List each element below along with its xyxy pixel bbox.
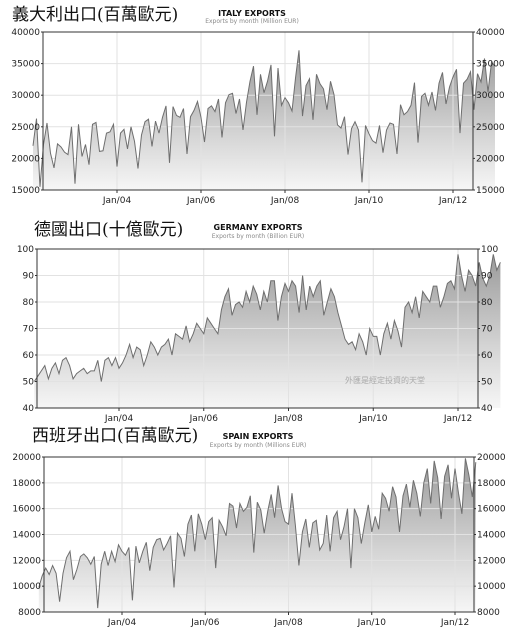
germany-y-tick-right: 40 bbox=[481, 404, 493, 414]
italy-y-tick-right: 35000 bbox=[476, 60, 505, 70]
italy-y-tick-right: 20000 bbox=[476, 154, 505, 164]
germany-y-tick-left: 80 bbox=[23, 298, 35, 308]
germany-y-tick-right: 60 bbox=[481, 351, 493, 361]
spain-y-tick-right: 14000 bbox=[477, 531, 506, 541]
germany-y-tick-left: 50 bbox=[23, 378, 35, 388]
germany-y-tick-left: 70 bbox=[23, 325, 35, 335]
italy-x-tick-label: Jan/10 bbox=[354, 196, 384, 206]
spain-y-tick-right: 18000 bbox=[477, 479, 506, 489]
spain-y-tick-right: 12000 bbox=[477, 556, 506, 566]
spain-y-tick-right: 20000 bbox=[477, 453, 506, 463]
germany-x-tick-label: Jan/10 bbox=[358, 414, 388, 424]
germany-chart-subtitle: Exports by month (Billion EUR) bbox=[212, 233, 305, 240]
italy-x-tick-label: Jan/12 bbox=[438, 196, 467, 206]
germany-y-tick-right: 80 bbox=[481, 298, 493, 308]
germany-x-tick-label: Jan/08 bbox=[273, 414, 303, 424]
italy-series-area bbox=[33, 50, 495, 190]
germany-y-tick-right: 50 bbox=[481, 378, 493, 388]
spain-x-tick-label: Jan/04 bbox=[107, 618, 137, 628]
germany-x-tick-label: Jan/04 bbox=[104, 414, 134, 424]
germany-y-tick-left: 40 bbox=[23, 404, 35, 414]
spain-y-tick-right: 10000 bbox=[477, 582, 506, 592]
spain-y-tick-left: 16000 bbox=[12, 505, 41, 515]
italy-y-tick-right: 30000 bbox=[476, 91, 505, 101]
germany-x-tick-label: Jan/12 bbox=[443, 414, 472, 424]
spain-series-area bbox=[38, 458, 476, 612]
spain-y-tick-right: 8000 bbox=[477, 608, 500, 618]
germany-y-tick-left: 90 bbox=[23, 272, 35, 282]
germany-chinese-title: 德國出口(十億歐元) bbox=[34, 220, 183, 240]
spain-y-tick-right: 16000 bbox=[477, 505, 506, 515]
spain-y-tick-left: 10000 bbox=[12, 582, 41, 592]
germany-y-tick-right: 100 bbox=[481, 245, 498, 255]
italy-plot-area: 15000 15000 20000 20000 25000 25000 30000 30000… bbox=[11, 28, 505, 206]
germany-y-tick-right: 70 bbox=[481, 325, 493, 335]
watermark-text: 外匯是經定投資的天堂 bbox=[345, 375, 425, 385]
italy-y-tick-left: 35000 bbox=[11, 60, 40, 70]
spain-chart-title: SPAIN EXPORTS bbox=[223, 432, 294, 441]
spain-chinese-title: 西班牙出口(百萬歐元) bbox=[32, 426, 198, 446]
germany-x-tick-label: Jan/06 bbox=[189, 414, 219, 424]
germany-series-area bbox=[34, 254, 501, 408]
italy-y-tick-right: 40000 bbox=[476, 28, 505, 38]
spain-x-tick-label: Jan/10 bbox=[357, 618, 387, 628]
italy-chart-title: ITALY EXPORTS bbox=[218, 9, 286, 18]
spain-x-tick-label: Jan/12 bbox=[440, 618, 469, 628]
italy-y-tick-left: 30000 bbox=[11, 91, 40, 101]
italy-y-tick-left: 20000 bbox=[11, 154, 40, 164]
germany-y-tick-right: 90 bbox=[481, 272, 493, 282]
spain-exports-chart: 西班牙出口(百萬歐元) SPAIN EXPORTS Exports by mon… bbox=[12, 426, 506, 628]
germany-y-tick-left: 60 bbox=[23, 351, 35, 361]
italy-series-line bbox=[32, 50, 496, 187]
spain-y-tick-left: 14000 bbox=[12, 531, 41, 541]
germany-plot-area: 40 40 50 50 60 60 70 70 80 80 90 90 100 100 Jan/04 Jan/… bbox=[17, 245, 501, 424]
italy-chart-subtitle: Exports by month (Million EUR) bbox=[205, 18, 299, 25]
germany-y-tick-left: 100 bbox=[17, 245, 34, 255]
italy-plot-frame bbox=[42, 31, 474, 191]
italy-x-tick-label: Jan/04 bbox=[102, 196, 132, 206]
spain-y-tick-left: 20000 bbox=[12, 453, 41, 463]
spain-y-tick-left: 18000 bbox=[12, 479, 41, 489]
spain-x-tick-label: Jan/08 bbox=[273, 618, 303, 628]
italy-y-tick-left: 25000 bbox=[11, 123, 40, 133]
spain-x-tick-label: Jan/06 bbox=[190, 618, 220, 628]
spain-series-line bbox=[38, 458, 477, 609]
spain-plot-area: 8000 8000 10000 10000 12000 12000 14000 14000 16… bbox=[12, 453, 506, 628]
germany-chart-title: GERMANY EXPORTS bbox=[214, 223, 303, 232]
italy-y-tick-left: 15000 bbox=[11, 186, 40, 196]
germany-exports-chart: 德國出口(十億歐元) GERMANY EXPORTS Exports by mo… bbox=[17, 220, 501, 424]
italy-exports-chart: 義大利出口(百萬歐元) ITALY EXPORTS Exports by mon… bbox=[11, 5, 505, 206]
germany-series-line bbox=[33, 254, 501, 382]
spain-y-tick-left: 8000 bbox=[18, 608, 41, 618]
italy-x-tick-label: Jan/08 bbox=[270, 196, 300, 206]
spain-y-tick-left: 12000 bbox=[12, 556, 41, 566]
italy-y-tick-right: 25000 bbox=[476, 123, 505, 133]
italy-y-tick-right: 15000 bbox=[476, 186, 505, 196]
spain-chart-subtitle: Exports by month (Millions EUR) bbox=[210, 442, 307, 449]
italy-x-tick-label: Jan/06 bbox=[186, 196, 216, 206]
italy-y-tick-left: 40000 bbox=[11, 28, 40, 38]
italy-chinese-title: 義大利出口(百萬歐元) bbox=[12, 5, 178, 25]
